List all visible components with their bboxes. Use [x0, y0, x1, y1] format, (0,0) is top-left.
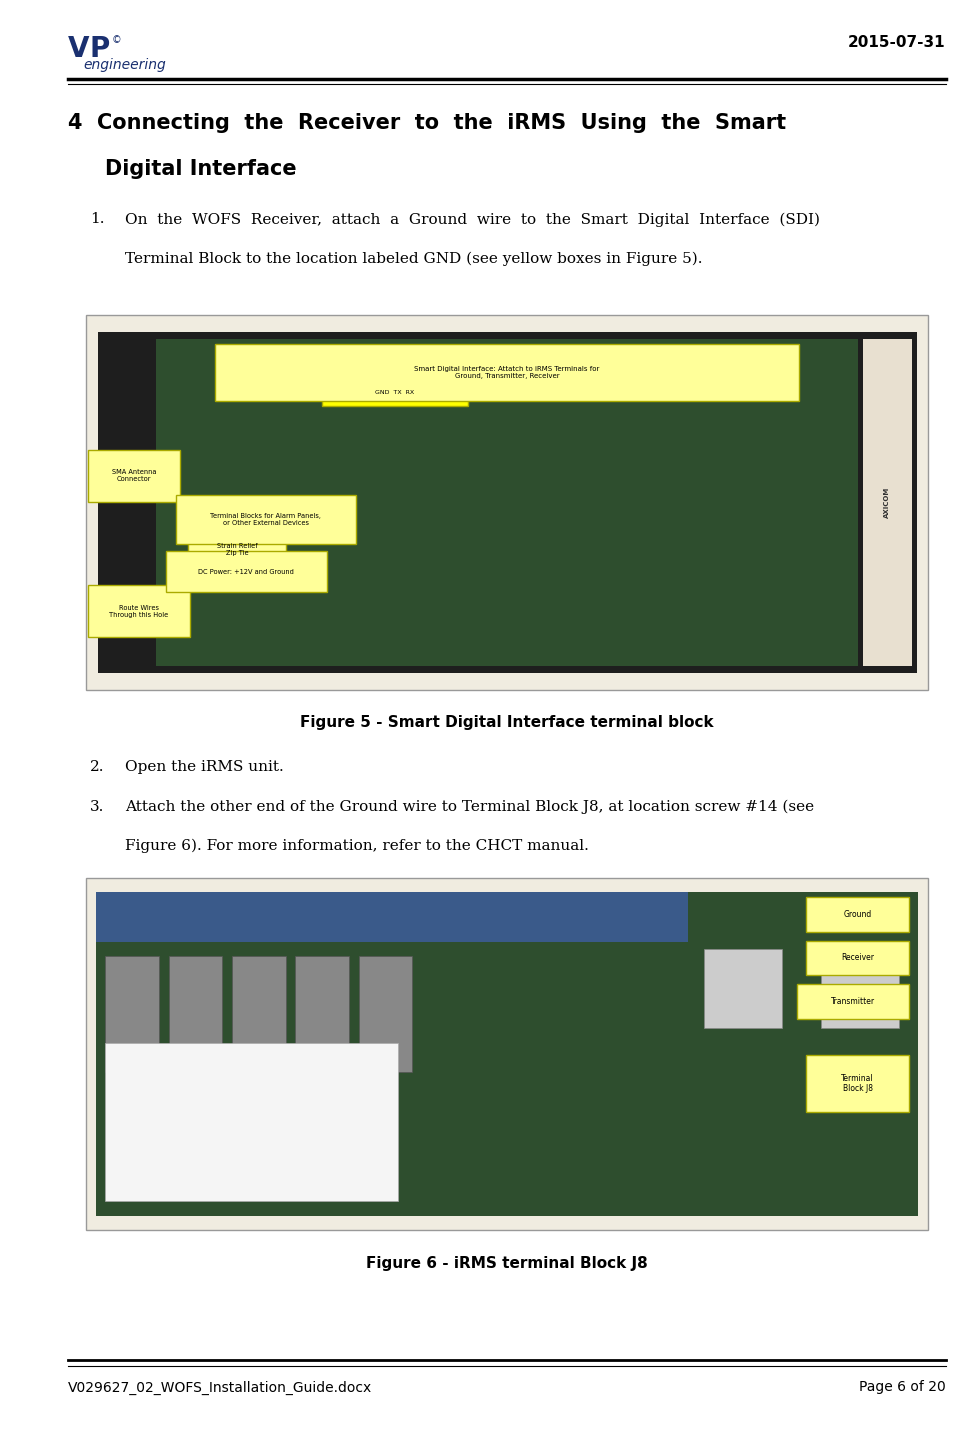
Bar — [88, 451, 180, 503]
Text: P: P — [90, 35, 110, 62]
Text: 2015-07-31: 2015-07-31 — [848, 35, 946, 49]
Bar — [105, 1043, 398, 1201]
Bar — [214, 344, 800, 401]
Text: Figure 6 - iRMS terminal Block J8: Figure 6 - iRMS terminal Block J8 — [367, 1256, 647, 1271]
Bar — [96, 892, 918, 1216]
Bar — [332, 344, 349, 375]
Text: Route Wires
Through this Hole: Route Wires Through this Hole — [109, 605, 169, 618]
Text: 2.: 2. — [90, 760, 104, 774]
Bar — [98, 332, 916, 673]
Text: engineering: engineering — [84, 58, 167, 72]
Bar — [806, 940, 909, 975]
Bar — [169, 956, 222, 1071]
Text: SMA Antenna
Connector: SMA Antenna Connector — [112, 469, 156, 482]
Text: Open the iRMS unit.: Open the iRMS unit. — [125, 760, 284, 774]
Bar — [380, 344, 398, 375]
Text: Figure 5 - Smart Digital Interface terminal block: Figure 5 - Smart Digital Interface termi… — [300, 715, 714, 729]
Text: 3.: 3. — [90, 800, 104, 814]
Bar — [797, 983, 909, 1018]
Bar — [86, 878, 928, 1230]
Bar — [105, 956, 159, 1071]
Text: Terminal Blocks for Alarm Panels,
or Other External Devices: Terminal Blocks for Alarm Panels, or Oth… — [211, 513, 321, 526]
Bar — [86, 315, 928, 690]
Bar — [863, 339, 912, 666]
Text: Strain Relief
Zip Tie: Strain Relief Zip Tie — [216, 543, 257, 556]
Bar — [232, 956, 286, 1071]
Bar — [704, 949, 782, 1028]
Bar — [156, 339, 858, 666]
Text: AXICOM: AXICOM — [884, 487, 890, 518]
Bar — [821, 949, 899, 1028]
Text: V: V — [68, 35, 90, 62]
Text: Digital Interface: Digital Interface — [105, 159, 297, 179]
Bar — [166, 552, 327, 592]
Bar — [176, 495, 356, 544]
Text: Figure 6). For more information, refer to the CHCT manual.: Figure 6). For more information, refer t… — [125, 839, 589, 853]
Text: V029627_02_WOFS_Installation_Guide.docx: V029627_02_WOFS_Installation_Guide.docx — [68, 1380, 372, 1395]
Text: ©: © — [111, 35, 121, 45]
Text: Smart Digital Interface: Attatch to iRMS Terminals for
Ground, Transmitter, Rece: Smart Digital Interface: Attatch to iRMS… — [414, 365, 600, 380]
Bar — [88, 585, 190, 637]
Bar — [188, 526, 286, 575]
Bar — [96, 892, 688, 941]
Text: Ground: Ground — [843, 910, 872, 920]
Text: GND  TX  RX: GND TX RX — [375, 390, 414, 396]
Text: DC Power: +12V and Ground: DC Power: +12V and Ground — [198, 569, 294, 575]
Text: 4  Connecting  the  Receiver  to  the  iRMS  Using  the  Smart: 4 Connecting the Receiver to the iRMS Us… — [68, 113, 787, 133]
Text: Receiver: Receiver — [841, 953, 874, 963]
Bar — [322, 380, 468, 406]
Text: Attach the other end of the Ground wire to Terminal Block J8, at location screw : Attach the other end of the Ground wire … — [125, 800, 814, 814]
Text: Transmitter: Transmitter — [831, 996, 875, 1006]
Text: 1.: 1. — [90, 212, 104, 227]
Text: On  the  WOFS  Receiver,  attach  a  Ground  wire  to  the  Smart  Digital  Inte: On the WOFS Receiver, attach a Ground wi… — [125, 212, 820, 227]
Text: Terminal
Block J8: Terminal Block J8 — [841, 1074, 874, 1093]
Bar — [359, 956, 412, 1071]
Text: Page 6 of 20: Page 6 of 20 — [859, 1380, 946, 1395]
Bar — [295, 956, 349, 1071]
Bar — [806, 897, 909, 931]
Text: Terminal Block to the location labeled GND (see yellow boxes in Figure 5).: Terminal Block to the location labeled G… — [125, 251, 702, 266]
Bar — [356, 344, 373, 375]
Bar — [806, 1054, 909, 1112]
